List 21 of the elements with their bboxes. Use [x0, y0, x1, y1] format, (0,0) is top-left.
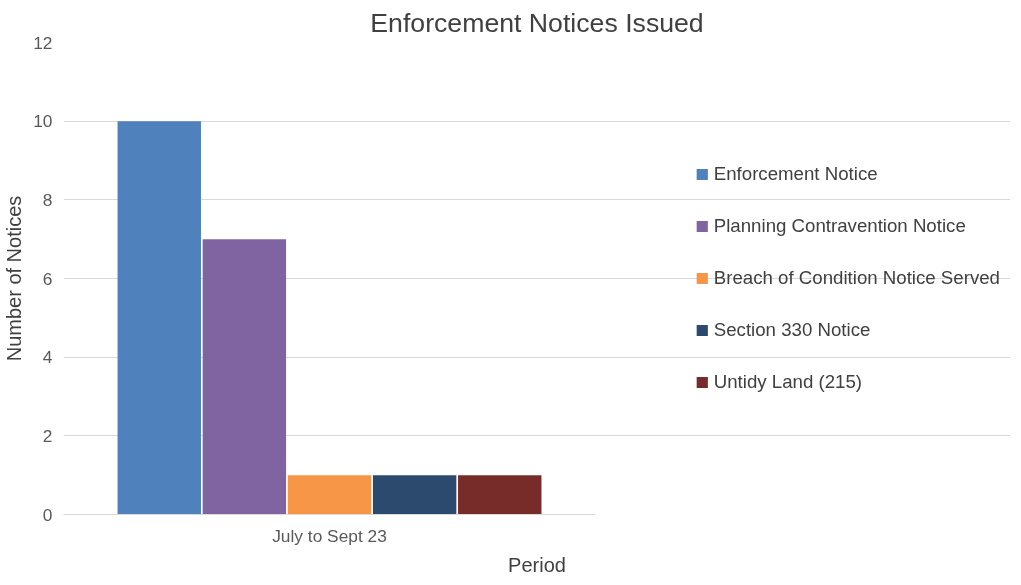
- bar: [372, 475, 457, 515]
- legend-label: Planning Contravention Notice: [713, 215, 966, 237]
- bar: [202, 239, 287, 515]
- y-tick-label: 12: [33, 32, 53, 53]
- y-tick-label: 2: [42, 425, 53, 446]
- legend-label: Section 330 Notice: [713, 319, 871, 341]
- y-axis-title: Number of Notices: [3, 195, 26, 362]
- x-tick-label: July to Sept 23: [272, 525, 387, 546]
- legend-label: Breach of Condition Notice Served: [713, 267, 1000, 289]
- legend-label: Enforcement Notice: [713, 163, 878, 185]
- y-tick-label: 6: [42, 268, 53, 289]
- y-tick-label: 8: [42, 189, 53, 210]
- bar: [287, 475, 372, 515]
- chart-title: Enforcement Notices Issued: [370, 7, 704, 38]
- y-tick-label: 0: [42, 504, 53, 525]
- x-axis-title: Period: [508, 553, 566, 576]
- bar: [458, 475, 542, 515]
- y-tick-label: 10: [33, 111, 53, 132]
- legend-label: Untidy Land (215): [713, 371, 863, 393]
- y-tick-label: 4: [42, 347, 53, 368]
- bar: [117, 121, 201, 515]
